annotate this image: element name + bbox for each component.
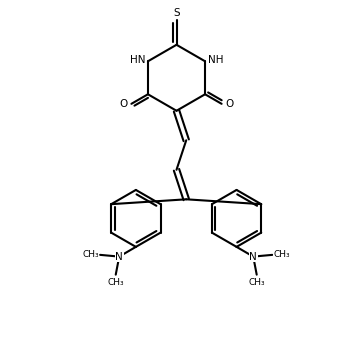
Text: CH₃: CH₃ bbox=[82, 250, 99, 259]
Text: O: O bbox=[225, 99, 233, 109]
Text: NH: NH bbox=[208, 55, 223, 64]
Text: CH₃: CH₃ bbox=[107, 278, 124, 287]
Text: CH₃: CH₃ bbox=[274, 250, 291, 259]
Text: N: N bbox=[115, 252, 123, 261]
Text: HN: HN bbox=[130, 55, 145, 64]
Text: CH₃: CH₃ bbox=[249, 278, 265, 287]
Text: N: N bbox=[249, 252, 257, 261]
Text: S: S bbox=[173, 8, 180, 18]
Text: O: O bbox=[120, 99, 128, 109]
